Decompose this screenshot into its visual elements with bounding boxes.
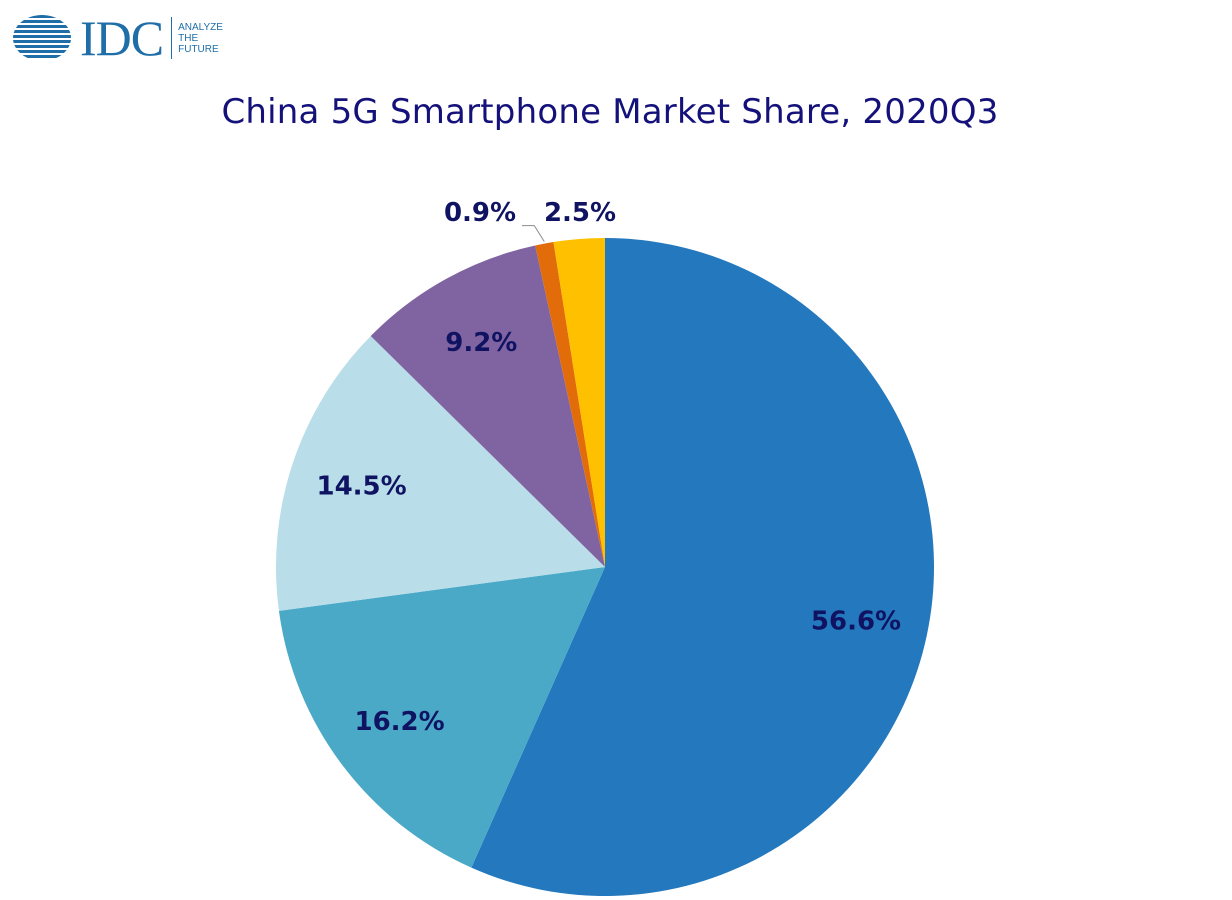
chart-title: China 5G Smartphone Market Share, 2020Q3 — [221, 92, 999, 132]
pie-slice — [278, 567, 605, 868]
logo-divider — [171, 17, 173, 59]
slice-value-label: 2.5% — [544, 198, 616, 228]
tagline-line: THE — [178, 32, 199, 44]
slice-value-label: 56.6% — [811, 606, 901, 636]
slice-value-label: 16.2% — [354, 707, 444, 737]
pie-slice — [275, 336, 605, 611]
pie-slice — [553, 238, 605, 567]
slice-value-label: 9.2% — [445, 328, 517, 358]
leader-line — [522, 225, 545, 242]
logo-wordmark: IDC — [80, 10, 164, 66]
slice-value-label: 14.5% — [316, 472, 406, 502]
pie-slice — [535, 242, 605, 567]
pie-slice — [471, 238, 934, 896]
logo-tagline: ANALYZE THE FUTURE — [178, 22, 223, 55]
slice-value-label: 0.9% — [444, 198, 516, 228]
pie-slice — [370, 245, 605, 568]
tagline-line: ANALYZE — [178, 21, 223, 33]
tagline-line: FUTURE — [178, 43, 219, 55]
idc-logo: IDC ANALYZE THE FUTURE — [12, 12, 223, 64]
globe-icon — [13, 15, 71, 58]
